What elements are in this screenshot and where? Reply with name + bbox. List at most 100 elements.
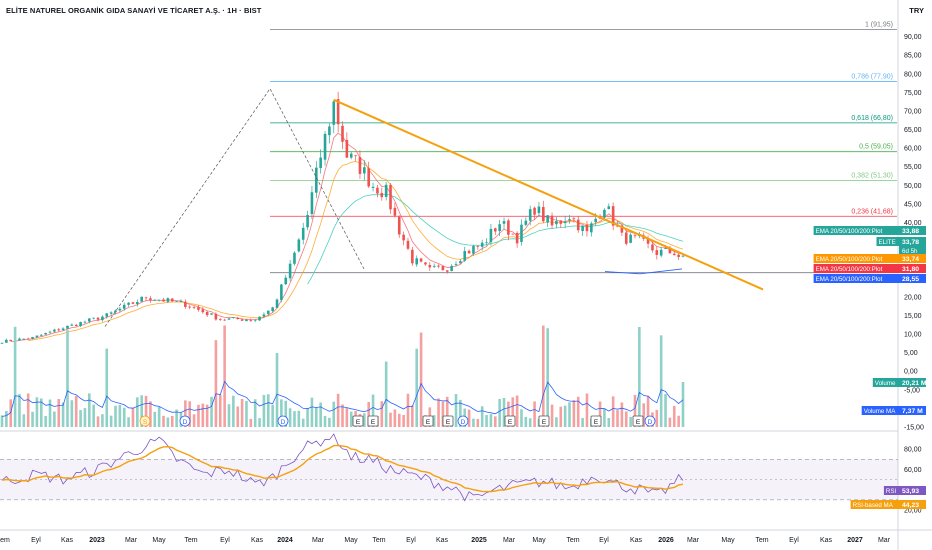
candle-body [218, 319, 222, 321]
candle-body [44, 332, 47, 335]
price-label-text: EMA 20/50/100/200:Plot [816, 276, 883, 283]
candle-body [668, 247, 672, 254]
volume-bar [53, 411, 56, 427]
candle-body [441, 266, 445, 271]
candle-body [253, 319, 257, 321]
volume-bar [83, 408, 87, 427]
price-tick-label: -5,00 [904, 387, 920, 394]
volume-bar [218, 394, 222, 427]
volume-bar [101, 414, 104, 427]
candle-body [5, 339, 8, 343]
volume-bar [61, 402, 65, 427]
ema100-line [307, 193, 684, 285]
volume-ma-line [1, 380, 684, 417]
candle-body [555, 221, 558, 225]
candle-body [83, 321, 87, 323]
event-marker-label: D [183, 419, 188, 426]
event-marker-circle [644, 415, 656, 427]
price-tick-label: 90,00 [904, 34, 922, 41]
volume-bar [232, 395, 235, 427]
time-tick-label: Tem [184, 537, 197, 544]
candle-body [92, 317, 95, 319]
volume-bar [389, 412, 392, 427]
volume-bar [563, 405, 567, 427]
volume-bar [197, 404, 200, 427]
candle-body [188, 306, 192, 308]
candle-body [445, 270, 449, 272]
volume-bar [205, 404, 209, 427]
volume-label-value-bg [899, 406, 926, 415]
volume-bar [118, 404, 122, 427]
volume-bar [397, 413, 401, 427]
candle-body [467, 250, 471, 254]
candle-body [284, 277, 288, 285]
volume-bar [306, 408, 309, 427]
volume-bar [502, 398, 506, 427]
ema50-line [28, 160, 684, 341]
candle-body [511, 233, 515, 235]
price-tick-label: 40,00 [904, 220, 922, 227]
price-label-value: 28,55 [902, 276, 919, 283]
volume-bar [245, 401, 248, 427]
event-marker: D [644, 415, 656, 427]
candle-body [280, 284, 283, 301]
candle-body [301, 227, 305, 240]
volume-bar [5, 411, 8, 427]
candle-body [214, 313, 218, 320]
price-tick-label: 50,00 [904, 183, 922, 190]
event-marker-circle [457, 415, 469, 427]
candle-body [105, 313, 109, 317]
candle-body [288, 263, 292, 279]
event-marker-label: S [143, 419, 148, 426]
candle-body [153, 299, 157, 301]
time-tick-label: May [532, 537, 546, 544]
volume-bar [127, 417, 130, 427]
price-tick-label: 5,00 [904, 350, 918, 357]
time-tick-label: Kas [61, 537, 74, 544]
price-label-text: EMA 20/50/100/200:Plot [816, 228, 883, 235]
candle-body [646, 238, 650, 244]
candle-body [22, 338, 26, 340]
time-tick-label: May [344, 537, 358, 544]
candle-body [672, 253, 676, 256]
event-marker-label: D [648, 419, 653, 426]
volume-bar [581, 417, 584, 427]
volume-bar [223, 325, 226, 427]
event-marker: E [538, 415, 550, 427]
volume-bar [467, 409, 471, 427]
candle-body [376, 187, 379, 194]
candle-body [502, 221, 506, 224]
rsi-ma-line [1, 444, 684, 493]
candle-body [424, 262, 427, 265]
currency-label[interactable]: TRY [909, 6, 924, 15]
candle-body [184, 301, 187, 307]
candle-body [402, 234, 405, 241]
time-tick-label: Tem [372, 537, 385, 544]
price-label-extra: 6d 5h [902, 248, 918, 255]
volume-bar [92, 404, 95, 427]
event-marker-label: E [446, 419, 451, 426]
candle-body [275, 299, 279, 308]
event-marker-label: E [594, 419, 599, 426]
volume-bar [280, 399, 283, 427]
volume-bar [175, 409, 178, 427]
candle-body [118, 308, 122, 311]
volume-bar [454, 394, 458, 427]
event-marker-box [504, 415, 516, 427]
event-marker-box [352, 415, 364, 427]
volume-bar [293, 411, 296, 427]
volume-bar [445, 396, 449, 427]
volume-bar [638, 327, 641, 427]
candle-body [101, 316, 104, 321]
volume-bar [411, 405, 414, 427]
volume-label: Volume MA 7,37 M [861, 406, 926, 415]
candle-body [476, 246, 480, 247]
descending-trendline [333, 98, 764, 291]
volume-bar [74, 395, 78, 427]
price-label: EMA 20/50/100/200:Plot 28,55 [813, 274, 926, 283]
candle-body [485, 242, 488, 244]
volume-bar [0, 415, 4, 427]
candle-body [629, 234, 632, 243]
candle-body [149, 298, 152, 300]
